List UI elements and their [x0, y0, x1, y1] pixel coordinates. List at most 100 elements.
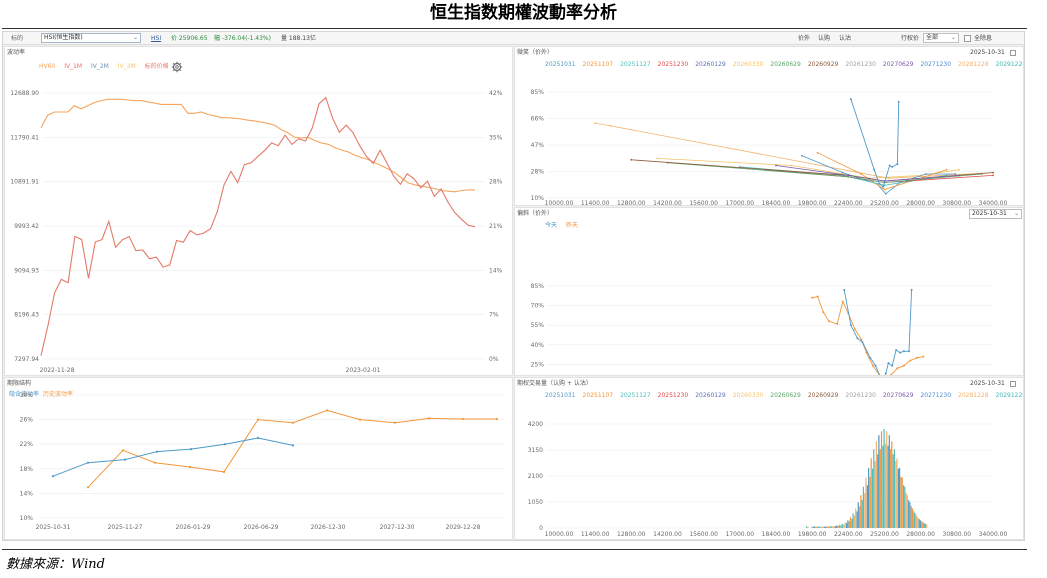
smile-point — [594, 122, 597, 124]
legend-expiry-20291228[interactable]: 20291228 — [995, 61, 1024, 68]
legend-underlying-price[interactable]: 标的价格 — [144, 63, 169, 70]
legend-yesterday[interactable]: 昨天 — [565, 222, 578, 229]
historical-vol-point — [325, 409, 329, 412]
skew-yesterday-point — [822, 311, 825, 314]
volume-date[interactable]: 2025-10-31 — [970, 380, 1016, 387]
volume-bar — [818, 526, 820, 528]
legend-expiry-20251107[interactable]: 20251107 — [582, 392, 614, 399]
x-tick-label: 2029-12-28 — [446, 524, 481, 531]
legend-expiry-20260330[interactable]: 20260330 — [732, 61, 764, 68]
legend-iv-2m[interactable]: IV_2M — [90, 63, 109, 70]
volume-bar — [888, 435, 890, 528]
legend-expiry-20260929[interactable]: 20260929 — [807, 61, 839, 68]
legend-expiry-20271230[interactable]: 20271230 — [920, 392, 952, 399]
legend-expiry-20281228[interactable]: 20281228 — [958, 392, 989, 399]
legend-hv60[interactable]: HV60 — [39, 63, 56, 70]
historical-vol-point — [427, 417, 431, 420]
volatility-panel-title: 波动率 — [7, 49, 26, 56]
legend-expiry-20261230[interactable]: 20261230 — [845, 61, 876, 68]
term-structure-chart: 30% 26% 22% 18% 14% 10%2025-10-31 2025-11-27 20… — [20, 392, 505, 531]
x-tick-label: 17000.00 — [726, 531, 755, 538]
smile-curve-20270629 — [775, 165, 960, 182]
volume-bar — [849, 517, 852, 528]
x-tick-label: 2023-02-01 — [346, 367, 381, 374]
legend-expiry-20260929[interactable]: 20260929 — [807, 392, 839, 399]
x-tick-label: 2026-06-29 — [244, 524, 279, 531]
strike-select[interactable]: 全部 ⌄ — [923, 33, 959, 43]
legend-expiry-20260629[interactable]: 20260629 — [770, 61, 801, 68]
legend-iv-1m[interactable]: IV_1M — [64, 63, 83, 70]
skew-yesterday-point — [865, 351, 868, 354]
volume-bar — [851, 518, 853, 528]
underlying-select[interactable]: HSI(恒生指数) ⌄ — [41, 33, 141, 43]
calendar-icon[interactable] — [1009, 380, 1016, 387]
volume-bar — [870, 458, 872, 528]
underlying-select-value: HSI(恒生指数) — [44, 34, 83, 41]
dividend-checkbox[interactable] — [964, 35, 971, 42]
volume-bar — [866, 485, 868, 528]
legend-historical-vol[interactable]: 历史波动率 — [42, 391, 73, 398]
volume-bar — [820, 526, 823, 528]
legend-expiry-20260129[interactable]: 20260129 — [695, 61, 726, 68]
tab-put[interactable]: 认沽 — [839, 35, 852, 42]
source-note: 數據來源：Wind — [6, 557, 105, 572]
legend-expiry-20251230[interactable]: 20251230 — [657, 61, 689, 68]
implied-vol-point — [189, 448, 193, 451]
historical-vol-point — [121, 449, 125, 452]
settings-gear-icon[interactable] — [171, 61, 183, 73]
y-left-tick-label: 11790.41 — [10, 134, 39, 141]
dividend-checkbox-label: 全除息 — [974, 35, 993, 42]
volume-bar — [891, 441, 893, 528]
volume-bar — [915, 515, 918, 528]
legend-implied-vol[interactable]: 隐含波动率 — [9, 391, 40, 398]
legend-expiry-20251031[interactable]: 20251031 — [545, 392, 576, 399]
term-legend: 隐含波动率 历史波动率 — [9, 390, 80, 400]
legend-expiry-20251031[interactable]: 20251031 — [545, 61, 576, 68]
volume-bar — [910, 506, 912, 528]
legend-expiry-20270629[interactable]: 20270629 — [882, 61, 914, 68]
legend-expiry-20251127[interactable]: 20251127 — [620, 61, 651, 68]
underlying-code-link[interactable]: HSI — [151, 35, 162, 42]
y-tick-label: 85% — [531, 283, 545, 290]
x-tick-label: 30800.00 — [943, 200, 972, 206]
smile-point — [800, 154, 803, 157]
tab-otm[interactable]: 价外 — [798, 35, 811, 42]
calendar-icon[interactable] — [1009, 49, 1016, 56]
smile-point — [873, 168, 876, 171]
legend-expiry-20260629[interactable]: 20260629 — [770, 392, 801, 399]
smile-curve-near — [850, 98, 900, 188]
legend-expiry-20261230[interactable]: 20261230 — [845, 392, 876, 399]
volume-bar — [844, 522, 846, 528]
legend-expiry-20251127[interactable]: 20251127 — [620, 392, 651, 399]
legend-expiry-20291228[interactable]: 20291228 — [995, 392, 1024, 399]
skew-yesterday-point — [811, 296, 814, 299]
legend-expiry-20270629[interactable]: 20270629 — [882, 392, 914, 399]
x-tick-label: 2026-12-30 — [311, 524, 346, 531]
historical-vol-point — [222, 470, 226, 473]
skew-today-point — [843, 288, 846, 291]
y-right-tick-label: 28% — [489, 179, 503, 186]
volume-bar — [900, 476, 902, 528]
legend-expiry-20260330[interactable]: 20260330 — [732, 392, 764, 399]
skew-date-select[interactable]: 2025-10-31 ⌄ — [969, 209, 1022, 219]
volume-bar — [892, 454, 894, 528]
tab-call[interactable]: 认购 — [818, 35, 831, 42]
legend-expiry-20251230[interactable]: 20251230 — [657, 392, 689, 399]
legend-expiry-20281228[interactable]: 20281228 — [958, 61, 989, 68]
legend-iv-3m[interactable]: IV_3M — [117, 63, 136, 70]
legend-today[interactable]: 今天 — [545, 222, 558, 229]
implied-vol-line — [52, 437, 294, 477]
legend-expiry-20271230[interactable]: 20271230 — [920, 61, 952, 68]
smile-date[interactable]: 2025-10-31 — [970, 49, 1016, 56]
legend-expiry-20251107[interactable]: 20251107 — [582, 61, 614, 68]
legend-expiry-20260129[interactable]: 20260129 — [695, 392, 726, 399]
price-readout: 价 25906.65 — [171, 35, 208, 42]
volume-bar — [893, 449, 895, 528]
x-tick-label: 2027-12-30 — [380, 524, 415, 531]
smile-point — [887, 177, 890, 180]
volume-bar — [839, 524, 841, 528]
y-tick-label: 28% — [531, 169, 545, 176]
y-right-tick-label: 42% — [489, 90, 503, 97]
skew-yesterday-line — [812, 295, 924, 375]
volume-bar — [921, 521, 923, 528]
